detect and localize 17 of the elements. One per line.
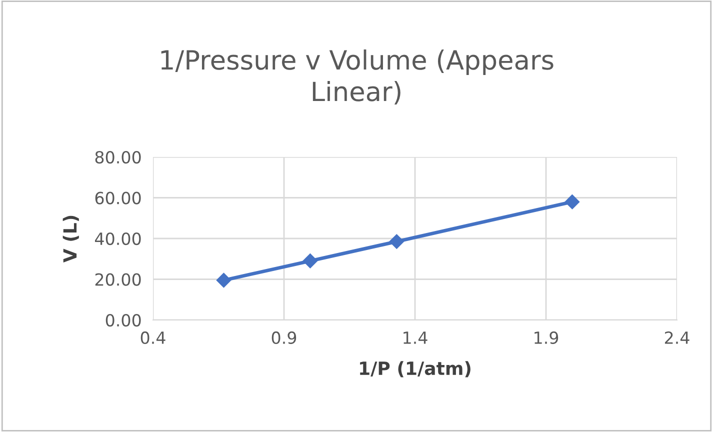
point <box>302 254 318 268</box>
y-tick-label: 40.00 <box>94 232 141 246</box>
x-tick-label: 0.4 <box>140 331 166 344</box>
x-tick-label: 2.4 <box>664 331 690 344</box>
point <box>389 234 404 249</box>
y-tick-label: 80.00 <box>95 150 141 164</box>
y-tick-label: 60.00 <box>95 192 141 204</box>
point <box>564 194 580 210</box>
chart-title: 1/Pressure v Volume (Appears Linear) <box>161 49 554 105</box>
y-tick-label: 20.00 <box>95 273 141 286</box>
y-tick-label: 0.00 <box>106 314 141 327</box>
x-tick-label: 1.4 <box>404 332 428 344</box>
x-tick-label: 0.9 <box>272 331 296 344</box>
x-tick-label: 1.9 <box>534 331 558 344</box>
point <box>216 272 232 288</box>
x-axis-title: 1/P (1/atm) <box>360 361 470 378</box>
y-axis-title: V (L) <box>62 216 79 263</box>
